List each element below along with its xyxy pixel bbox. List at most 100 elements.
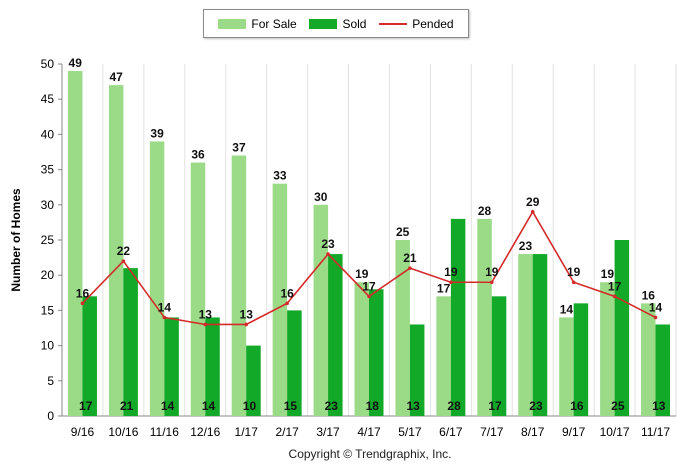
y-tick-label: 5 (47, 374, 54, 388)
point-pended (162, 315, 167, 320)
y-tick-label: 0 (47, 409, 54, 423)
y-tick-label: 10 (41, 339, 55, 353)
point-pended (490, 280, 494, 285)
bar-for-sale (190, 162, 206, 416)
data-label-for-sale: 49 (69, 56, 83, 70)
x-tick-label: 9/17 (562, 425, 586, 439)
data-label-sold: 14 (161, 399, 175, 413)
bar-sold (123, 268, 138, 416)
bar-sold (450, 218, 466, 416)
point-pended (571, 280, 576, 285)
y-tick-label: 30 (41, 198, 55, 212)
y-tick-label: 50 (41, 57, 55, 71)
data-label-pended: 14 (649, 300, 663, 314)
chart-legend: For Sale Sold Pended (203, 9, 469, 38)
point-pended (449, 280, 453, 285)
y-tick-label: 20 (41, 268, 55, 282)
data-label-pended: 17 (362, 279, 376, 293)
data-label-pended: 29 (526, 195, 540, 209)
x-tick-label: 11/16 (150, 425, 179, 439)
bar-sold (205, 317, 220, 416)
x-tick-label: 2/17 (275, 425, 299, 439)
data-label-sold: 21 (120, 399, 134, 413)
bar-for-sale (272, 183, 288, 416)
data-label-pended: 13 (240, 307, 254, 321)
legend-item-sold: Sold (309, 17, 366, 31)
data-label-pended: 23 (321, 237, 335, 251)
bar-sold (164, 317, 179, 416)
legend-swatch-for-sale (218, 18, 247, 29)
point-pended (80, 301, 85, 306)
bar-sold (655, 324, 671, 416)
bar-for-sale (477, 218, 492, 416)
x-tick-label: 3/17 (316, 425, 340, 439)
data-label-for-sale: 14 (560, 302, 574, 316)
bar-sold (532, 254, 548, 416)
data-label-for-sale: 30 (314, 190, 328, 204)
y-tick-label: 15 (41, 303, 55, 317)
legend-label-sold: Sold (342, 16, 367, 31)
x-tick-label: 10/16 (108, 425, 138, 439)
legend-swatch-sold (309, 18, 338, 29)
point-pended (530, 210, 535, 214)
bar-for-sale (641, 303, 656, 416)
legend-line-pended (379, 22, 408, 25)
bar-sold (328, 254, 343, 416)
data-label-sold: 28 (447, 399, 461, 413)
data-label-sold: 14 (202, 399, 216, 413)
copyright-note: Copyright © Trendgraphix, Inc. (288, 447, 452, 461)
legend-item-for-sale: For Sale (218, 16, 297, 31)
data-label-for-sale: 39 (150, 126, 164, 140)
data-label-for-sale: 16 (642, 288, 656, 302)
point-pended (244, 322, 248, 327)
x-tick-label: 1/17 (235, 425, 259, 439)
x-tick-label: 12/16 (190, 425, 220, 439)
data-label-pended: 19 (485, 265, 499, 279)
data-label-for-sale: 36 (191, 148, 205, 162)
data-label-sold: 15 (284, 399, 298, 413)
data-label-for-sale: 19 (355, 267, 369, 281)
data-label-pended: 19 (444, 265, 458, 279)
legend-label-for-sale: For Sale (251, 16, 297, 31)
bar-for-sale (436, 296, 451, 416)
x-tick-label: 7/17 (480, 425, 504, 439)
data-label-pended: 14 (158, 300, 172, 314)
data-label-for-sale: 28 (478, 204, 492, 218)
data-label-sold: 13 (407, 399, 421, 413)
data-label-sold: 25 (611, 399, 625, 413)
data-label-for-sale: 17 (437, 281, 451, 295)
bar-for-sale (354, 282, 369, 416)
x-tick-label: 9/16 (71, 425, 95, 439)
bar-sold (409, 324, 425, 416)
y-tick-label: 40 (41, 127, 55, 141)
bar-for-sale (67, 71, 83, 416)
data-label-for-sale: 37 (232, 141, 246, 155)
data-label-pended: 19 (567, 265, 581, 279)
x-tick-label: 10/17 (600, 425, 630, 439)
data-label-pended: 21 (403, 251, 417, 265)
data-label-sold: 23 (325, 399, 339, 413)
bar-for-sale (149, 141, 165, 416)
bar-for-sale (600, 282, 615, 416)
data-label-for-sale: 23 (519, 239, 533, 253)
data-label-pended: 16 (76, 286, 90, 300)
x-tick-label: 11/17 (641, 425, 670, 439)
y-axis-title: Number of Homes (9, 188, 23, 292)
data-label-sold: 18 (366, 399, 380, 413)
data-label-for-sale: 25 (396, 225, 410, 239)
bar-for-sale (108, 85, 124, 417)
point-pended (121, 259, 126, 263)
data-label-for-sale: 47 (109, 70, 123, 84)
y-tick-label: 25 (41, 233, 55, 247)
data-label-sold: 17 (79, 399, 93, 413)
point-pended (612, 294, 617, 299)
bar-for-sale (395, 240, 410, 416)
bar-sold (573, 303, 589, 416)
point-pended (203, 322, 208, 327)
data-label-for-sale: 33 (273, 169, 287, 183)
bar-sold (614, 240, 630, 416)
point-pended (653, 315, 658, 320)
point-pended (367, 294, 371, 299)
data-label-sold: 10 (243, 399, 257, 413)
